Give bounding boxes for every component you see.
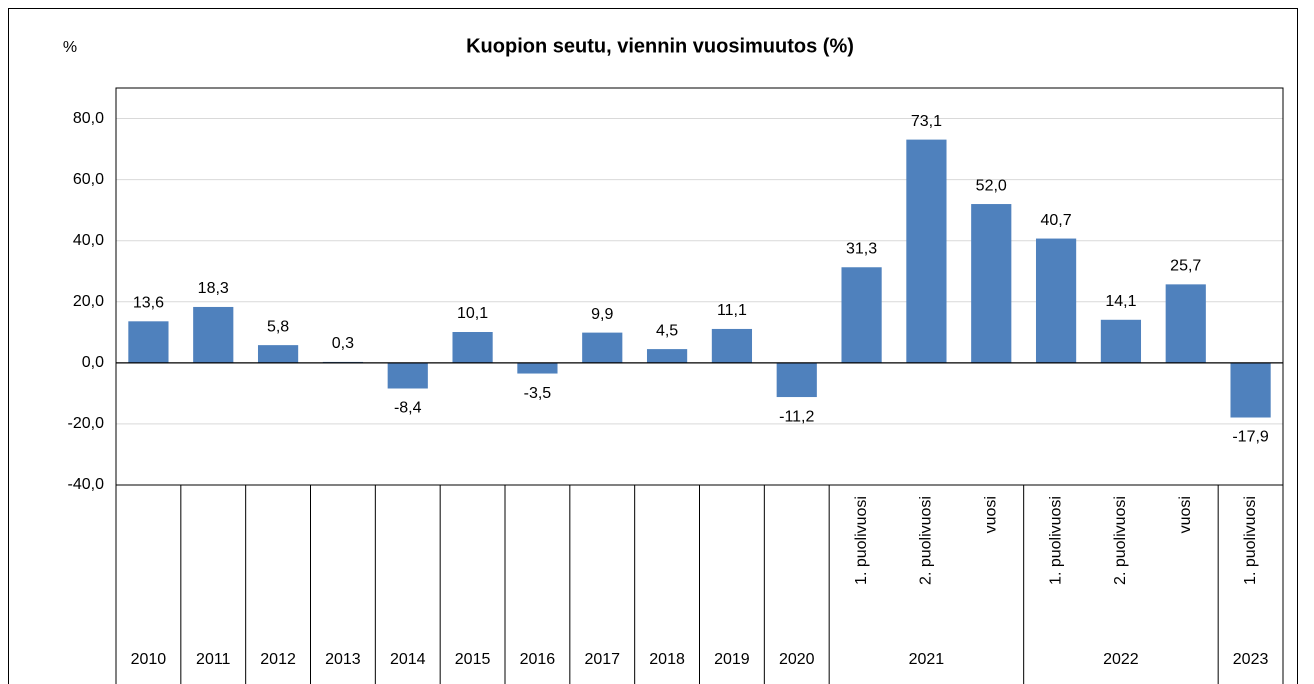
bar — [128, 321, 169, 363]
x-group-label: 2010 — [131, 651, 167, 668]
y-tick-label: -40,0 — [68, 476, 105, 493]
y-tick-label: -20,0 — [68, 415, 105, 432]
bar — [906, 139, 947, 363]
x-group-label: 2022 — [1103, 651, 1139, 668]
bar — [971, 204, 1012, 363]
value-label: 13,6 — [133, 295, 164, 312]
bar — [1165, 284, 1206, 363]
value-label: -17,9 — [1232, 429, 1269, 446]
value-label: 40,7 — [1041, 212, 1072, 229]
x-group-label: 2023 — [1233, 651, 1269, 668]
x-sub-label: 1. puolivuosi — [1047, 496, 1064, 585]
y-tick-label: 20,0 — [73, 293, 104, 310]
bar — [582, 332, 623, 363]
value-label: -3,5 — [524, 385, 552, 402]
value-label: 11,1 — [717, 302, 747, 319]
bar — [257, 345, 299, 363]
x-group-label: 2015 — [455, 651, 491, 668]
x-group-label: 2020 — [779, 651, 815, 668]
bar — [711, 328, 753, 363]
y-tick-label: 0,0 — [82, 354, 104, 371]
bar — [517, 362, 558, 374]
x-group-label: 2019 — [714, 651, 750, 668]
value-label: 9,9 — [591, 306, 613, 323]
y-tick-label: 80,0 — [73, 110, 104, 127]
x-group-label: 2012 — [260, 651, 296, 668]
bar — [452, 332, 493, 363]
bar — [387, 362, 428, 389]
bar — [841, 267, 882, 363]
bar — [646, 349, 688, 363]
x-group-label: 2014 — [390, 651, 426, 668]
value-label: 5,8 — [267, 318, 289, 335]
x-sub-label: vuosi — [982, 496, 999, 533]
x-sub-label: 1. puolivuosi — [853, 496, 870, 585]
x-sub-label: 2. puolivuosi — [918, 496, 935, 585]
x-group-label: 2013 — [325, 651, 361, 668]
bar — [1035, 238, 1077, 363]
value-label: 0,3 — [332, 335, 354, 352]
chart-title: Kuopion seutu, viennin vuosimuutos (%) — [466, 35, 854, 57]
x-group-label: 2011 — [196, 651, 231, 668]
value-label: 73,1 — [911, 113, 942, 130]
value-label: 25,7 — [1170, 258, 1201, 275]
bar — [193, 306, 234, 363]
x-group-label: 2021 — [909, 651, 945, 668]
x-group-label: 2017 — [584, 651, 620, 668]
x-group-label: 2016 — [520, 651, 556, 668]
y-tick-label: 40,0 — [73, 232, 104, 249]
value-label: 4,5 — [656, 322, 678, 339]
x-group-label: 2018 — [649, 651, 685, 668]
x-sub-label: 1. puolivuosi — [1242, 496, 1259, 585]
value-label: 52,0 — [976, 177, 1007, 194]
value-label: -11,2 — [779, 408, 814, 425]
bar — [1230, 362, 1271, 418]
value-label: 31,3 — [846, 240, 877, 257]
y-tick-label: 60,0 — [73, 171, 104, 188]
bar — [1100, 319, 1142, 363]
value-label: 18,3 — [198, 280, 229, 297]
value-label: 10,1 — [457, 305, 488, 322]
x-sub-label: vuosi — [1177, 496, 1194, 533]
value-label: 14,1 — [1105, 293, 1136, 310]
x-sub-label: 2. puolivuosi — [1112, 496, 1129, 585]
y-axis-label: % — [63, 39, 77, 56]
bar — [776, 362, 817, 398]
value-label: -8,4 — [394, 400, 422, 417]
